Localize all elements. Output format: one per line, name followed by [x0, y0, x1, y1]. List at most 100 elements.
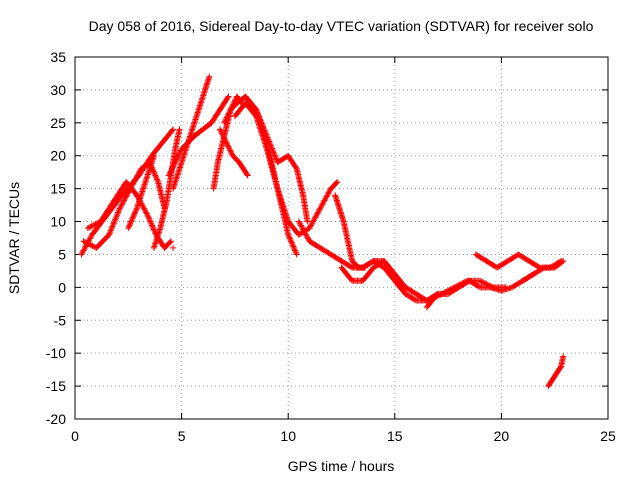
data-point: [300, 226, 307, 233]
data-point: [225, 144, 232, 151]
series-track-o: [338, 258, 430, 304]
data-point: [434, 292, 441, 299]
data-point: [150, 226, 157, 233]
data-point: [132, 209, 139, 216]
data-point: [172, 157, 179, 164]
data-point: [285, 231, 292, 238]
data-point: [268, 145, 275, 152]
data-point: [221, 119, 228, 126]
data-point: [89, 242, 96, 249]
data-point: [130, 211, 137, 218]
data-point: [81, 246, 88, 253]
data-point: [244, 172, 251, 179]
data-point: [108, 226, 115, 233]
data-point: [206, 73, 213, 80]
data-point: [218, 130, 225, 137]
data-point: [84, 240, 91, 247]
y-tick-label: 10: [50, 214, 66, 230]
axis-ticks: 0 5 10 15 20 25 -20 -15 -10 -5 0 5 10 15 20 25 30 35: [46, 49, 616, 444]
data-point: [272, 155, 279, 162]
data-point: [431, 294, 438, 301]
data-point: [286, 235, 293, 242]
data-point: [307, 223, 314, 230]
data-point: [121, 196, 128, 203]
data-point: [152, 172, 159, 179]
data-point: [225, 111, 232, 118]
series-track-p: [359, 258, 441, 304]
data-point: [216, 126, 223, 133]
data-point: [427, 296, 434, 303]
data-point: [483, 281, 490, 288]
data-point: [227, 147, 234, 154]
data-point: [218, 129, 225, 136]
data-point: [91, 221, 98, 228]
plot-frame: [74, 56, 609, 420]
data-point: [432, 294, 439, 301]
data-point: [319, 201, 326, 208]
data-point: [117, 204, 124, 211]
data-point: [222, 138, 229, 145]
data-point: [309, 219, 316, 226]
data-point: [313, 211, 320, 218]
data-point: [223, 139, 230, 146]
data-point: [146, 215, 153, 222]
data-point: [127, 219, 134, 226]
data-point: [107, 227, 114, 234]
data-point: [293, 250, 300, 257]
data-point: [272, 153, 279, 160]
data-point: [125, 223, 132, 230]
data-point: [347, 263, 354, 270]
data-point: [146, 217, 153, 224]
data-point: [292, 164, 299, 171]
chart-title: Day 058 of 2016, Sidereal Day-to-day VTE…: [89, 18, 594, 34]
data-point: [149, 223, 156, 230]
data-point: [304, 234, 311, 241]
data-point: [263, 131, 270, 138]
data-point: [480, 279, 487, 286]
data-point: [153, 175, 160, 182]
data-point: [92, 221, 99, 228]
y-tick-label: 0: [58, 279, 66, 295]
data-point: [113, 213, 120, 220]
data-point: [170, 161, 177, 168]
data-point: [264, 134, 271, 141]
data-point: [167, 168, 174, 175]
data-point: [81, 238, 88, 245]
data-point: [170, 126, 177, 133]
data-point: [459, 280, 466, 287]
data-point: [290, 243, 297, 250]
data-point: [325, 189, 332, 196]
data-point: [265, 135, 272, 142]
data-point: [502, 284, 509, 291]
data-point: [322, 196, 329, 203]
data-point: [322, 194, 329, 201]
data-point: [132, 176, 139, 183]
data-point: [433, 293, 440, 300]
data-point: [315, 209, 322, 216]
data-point: [428, 296, 435, 303]
data-point: [116, 205, 123, 212]
data-point: [130, 180, 137, 187]
data-point: [488, 283, 495, 290]
data-point: [131, 177, 138, 184]
data-point: [151, 171, 158, 178]
data-point: [106, 231, 113, 238]
data-point: [271, 150, 278, 157]
data-point: [116, 206, 123, 213]
data-point: [324, 192, 331, 199]
data-point: [296, 219, 303, 226]
data-point: [220, 132, 227, 139]
data-point: [87, 223, 94, 230]
data-point: [170, 244, 177, 251]
x-tick-label: 0: [71, 428, 79, 444]
data-point: [135, 169, 142, 176]
data-point: [302, 231, 309, 238]
data-point: [167, 239, 174, 246]
data-point: [266, 138, 273, 145]
data-point: [111, 217, 118, 224]
data-point: [438, 290, 445, 297]
series-isolated-point: [170, 244, 177, 251]
data-point: [176, 150, 183, 157]
data-point: [425, 297, 432, 304]
data-point: [135, 171, 142, 178]
